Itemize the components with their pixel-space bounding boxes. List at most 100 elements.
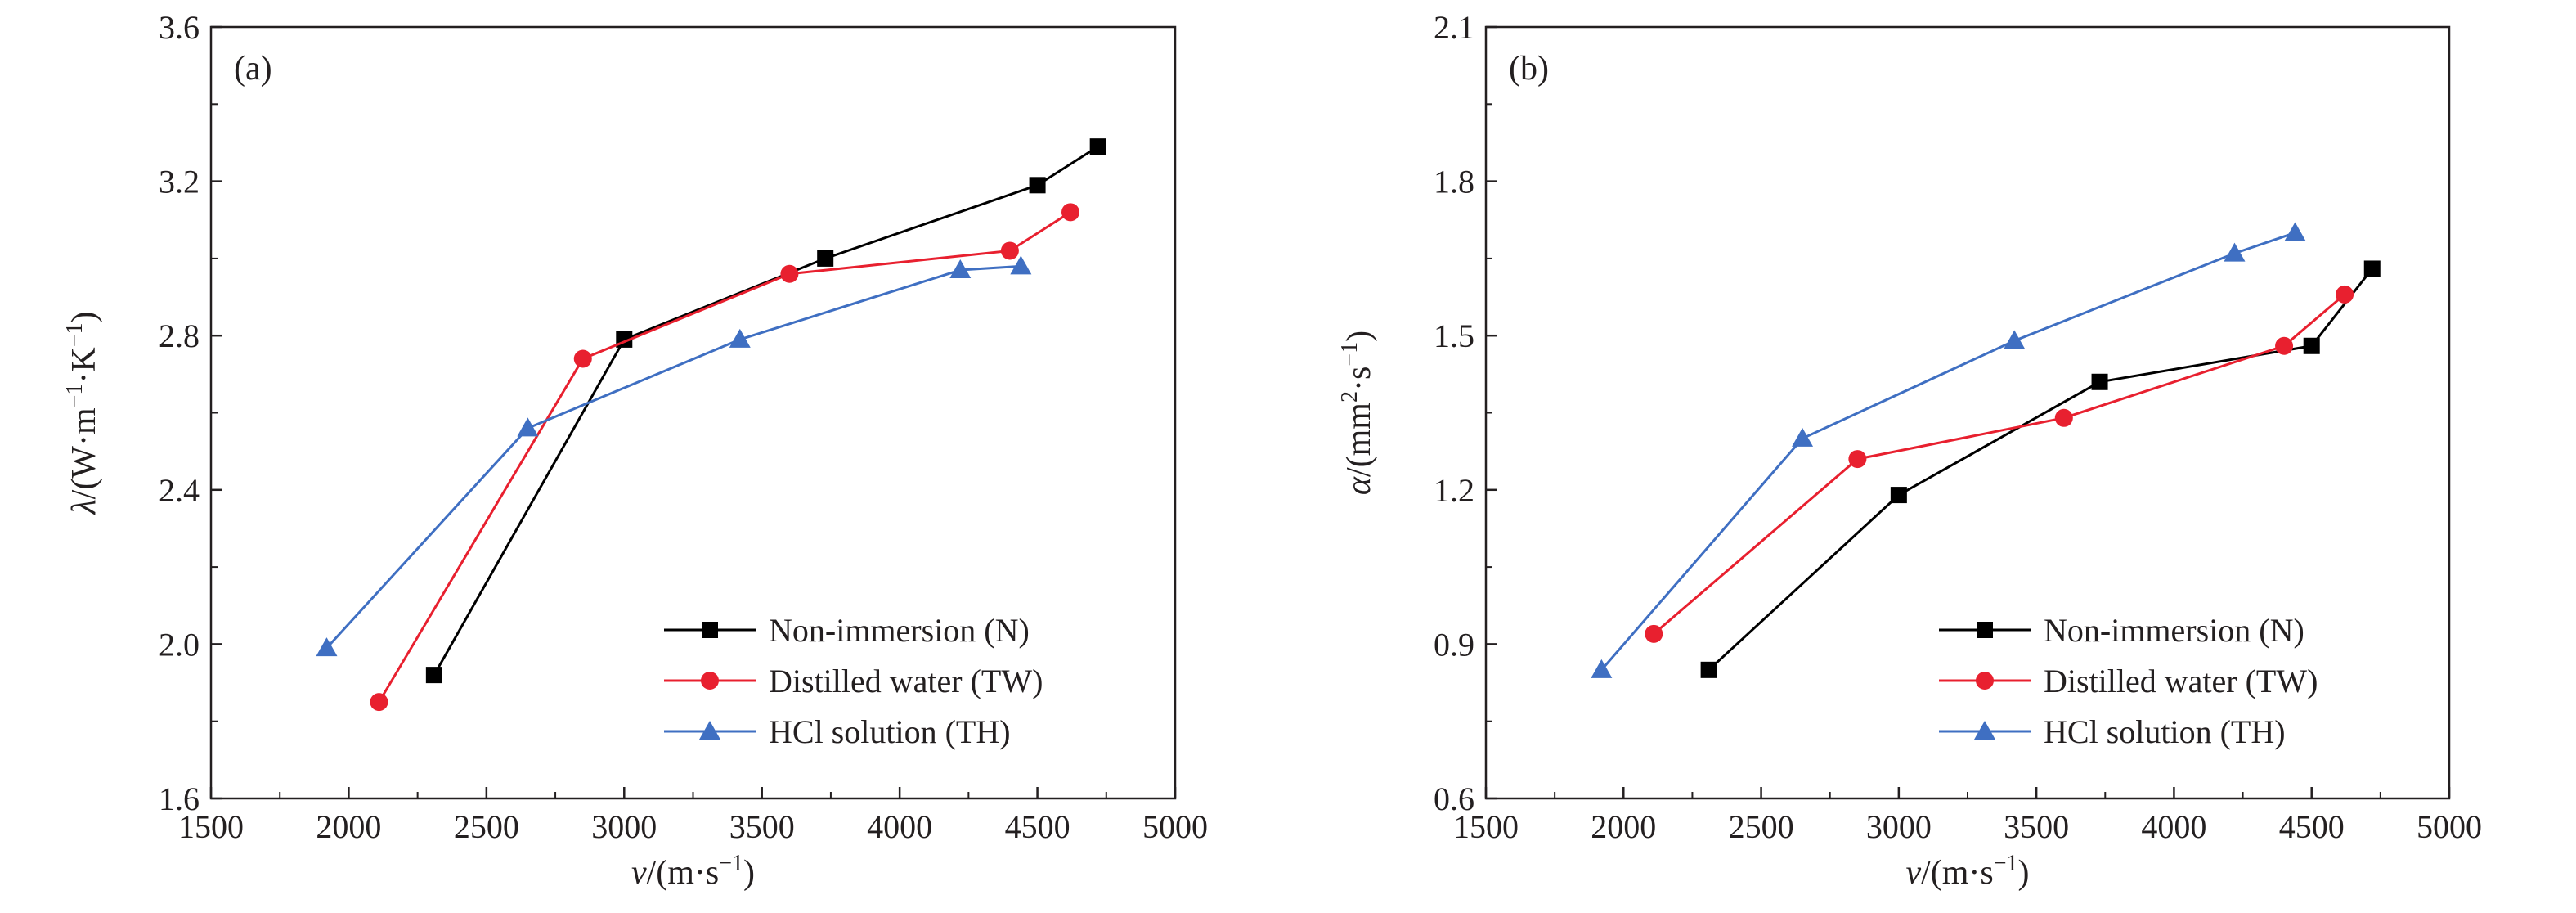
data-point [316, 637, 338, 657]
legend-label: Non-immersion (N) [769, 612, 1030, 649]
y-tick-label: 2.0 [159, 626, 200, 663]
y-axis-unit-close: ) [1340, 331, 1378, 342]
x-axis-unit-close: ) [743, 854, 755, 892]
x-tick-label: 2000 [316, 808, 381, 845]
y-axis-unit-part: ·K [65, 347, 103, 383]
data-point [2303, 337, 2320, 354]
series-circle [370, 203, 1079, 712]
data-point [370, 693, 388, 712]
data-point [2284, 222, 2306, 241]
data-point [2224, 242, 2246, 262]
x-tick-label: 2500 [1729, 808, 1794, 845]
x-tick-label: 2500 [454, 808, 519, 845]
legend-label: HCl solution (TH) [769, 713, 1011, 750]
legend-marker [701, 672, 719, 690]
data-point [1700, 661, 1717, 678]
data-point [1061, 203, 1079, 222]
data-point [2004, 330, 2026, 349]
y-axis-label: λ/(W·m−1·K−1) [62, 311, 103, 515]
legend-marker [1976, 672, 1994, 690]
x-tick-label: 4000 [867, 808, 932, 845]
y-tick-label: 0.9 [1434, 626, 1474, 663]
y-tick-label: 1.5 [1434, 317, 1474, 354]
x-tick-label: 2000 [1591, 808, 1656, 845]
x-tick-label: 5000 [1142, 808, 1208, 845]
x-tick-label: 4500 [2279, 808, 2345, 845]
data-point [517, 417, 539, 437]
series-circle [1645, 285, 2354, 643]
y-axis-label: α/(mm2·s−1) [1337, 331, 1378, 495]
x-tick-label: 1500 [178, 808, 244, 845]
y-axis-unit-exponent: −1 [1337, 342, 1362, 367]
y-axis-unit-exponent: −1 [62, 384, 88, 408]
data-point [1591, 659, 1613, 678]
y-tick-label: 2.4 [159, 472, 200, 509]
x-tick-label: 4500 [1005, 808, 1070, 845]
y-tick-label: 3.2 [159, 164, 200, 200]
legend-marker [1977, 622, 1993, 638]
x-axis-label: v/(m·s−1) [1905, 851, 2029, 892]
legend-marker [1974, 721, 1995, 740]
legend: Non-immersion (N) Distilled water (TW) HCl… [1939, 612, 2318, 750]
data-point [729, 328, 751, 348]
x-tick-label: 1500 [1453, 808, 1519, 845]
legend: Non-immersion (N) Distilled water (TW) HCl… [664, 612, 1043, 750]
y-axis-unit-exponent: 2 [1337, 391, 1362, 403]
y-axis-unit-part: /(mm [1340, 403, 1378, 477]
legend-label: HCl solution (TH) [2044, 713, 2286, 750]
data-point [817, 250, 834, 267]
series-line [1653, 293, 2346, 635]
x-axis-unit-exponent: −1 [719, 851, 743, 876]
y-tick-label: 2.1 [1434, 9, 1474, 46]
x-tick-label: 3000 [1866, 808, 1932, 845]
data-point [2054, 408, 2073, 427]
legend-label: Distilled water (TW) [2044, 663, 2318, 699]
data-point [1792, 427, 1814, 447]
series-triangle [316, 255, 1032, 657]
data-point [1089, 138, 1106, 155]
data-point [1645, 624, 1663, 643]
y-tick-label: 2.8 [159, 317, 200, 354]
y-axis-symbol: λ [65, 499, 103, 515]
series-line [1708, 268, 2373, 671]
y-tick-label: 0.6 [1434, 780, 1474, 817]
y-axis-unit-exponent: −1 [62, 322, 88, 347]
data-point [949, 259, 972, 279]
x-axis-symbol: v [631, 854, 647, 892]
x-axis-symbol: v [1905, 854, 1921, 892]
data-point [1029, 177, 1046, 194]
legend-marker [702, 622, 718, 638]
data-point [2336, 285, 2354, 304]
legend-label: Distilled water (TW) [769, 663, 1043, 699]
y-tick-label: 1.8 [1434, 164, 1474, 200]
x-tick-label: 3500 [2004, 808, 2069, 845]
x-axis-unit: /(m·s [647, 854, 720, 892]
series-line [433, 145, 1099, 676]
x-axis-unit-exponent: −1 [1994, 851, 2018, 876]
data-point [780, 264, 799, 283]
series-square [1700, 260, 2381, 678]
panel-b: 1500 2000 2500 3000 3500 4000 4500 5000 0.6 0.9 1.… [1337, 9, 2482, 892]
series-line [1600, 232, 2296, 671]
data-point [573, 349, 592, 368]
x-tick-label: 5000 [2417, 808, 2482, 845]
x-tick-label: 3000 [591, 808, 657, 845]
y-tick-label: 1.6 [159, 780, 200, 817]
x-axis-unit-close: ) [2018, 854, 2030, 892]
series-line [325, 264, 1021, 650]
x-tick-label: 3500 [729, 808, 795, 845]
x-axis-unit: /(m·s [1921, 854, 1994, 892]
series-square [425, 138, 1106, 684]
panel-label: (b) [1509, 50, 1549, 88]
y-axis-symbol: α [1340, 476, 1378, 495]
panel-a: 1500 2000 2500 3000 3500 4000 4500 5000 1.6 2.0 2.… [62, 9, 1208, 892]
data-point [1000, 241, 1019, 260]
data-point [425, 667, 442, 684]
data-point [1848, 450, 1867, 469]
y-axis-unit-close: ) [65, 311, 103, 322]
series-triangle [1591, 222, 2306, 678]
data-point [1010, 255, 1032, 275]
y-tick-label: 3.6 [159, 9, 200, 46]
legend-label: Non-immersion (N) [2044, 612, 2304, 649]
